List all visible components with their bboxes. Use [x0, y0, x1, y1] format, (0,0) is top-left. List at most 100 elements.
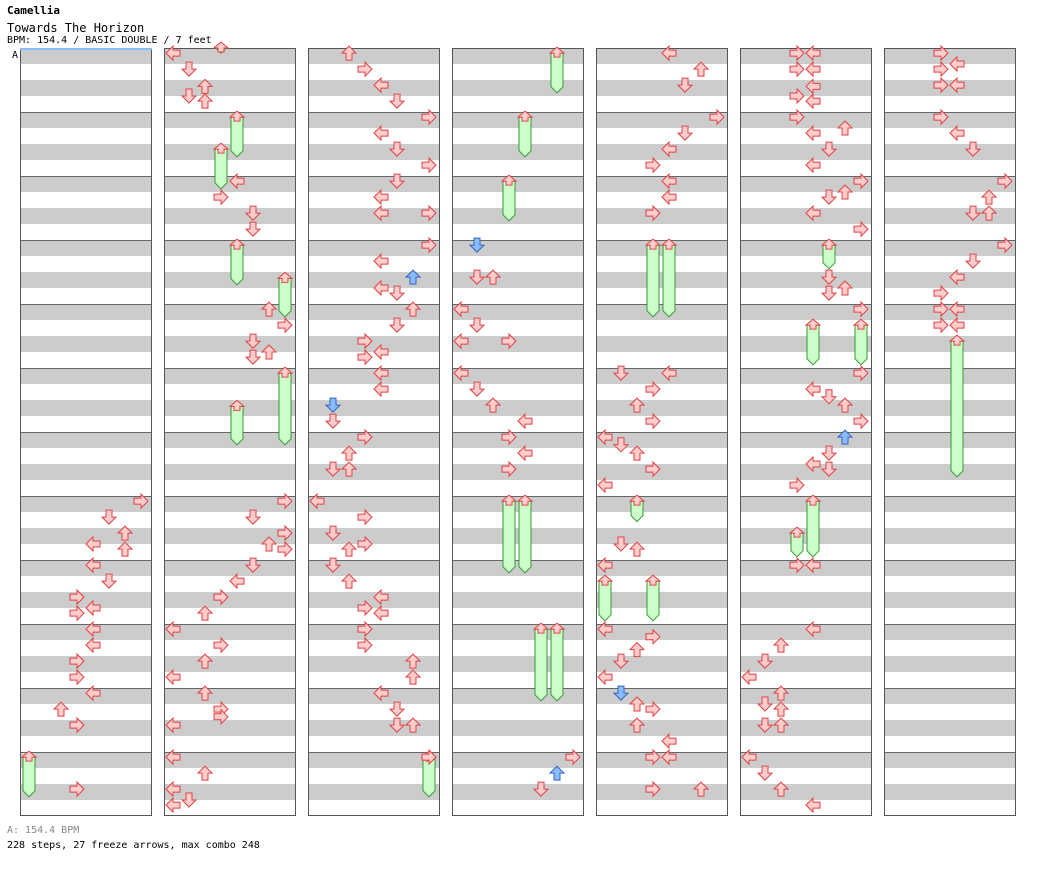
freeze-arrow — [806, 500, 820, 558]
song-title: Towards The Horizon — [7, 21, 145, 35]
down-step-arrow — [244, 221, 262, 237]
right-step-arrow — [789, 556, 805, 574]
beat-stripe — [884, 112, 1016, 128]
beat-stripe — [740, 240, 872, 256]
beat-stripe — [596, 48, 728, 64]
down-step-arrow — [324, 525, 342, 541]
column-border — [308, 48, 440, 816]
beat-stripe — [740, 688, 872, 704]
up-step-arrow — [772, 637, 790, 653]
right-step-arrow — [933, 284, 949, 302]
beat-stripe — [596, 80, 728, 96]
down-step-arrow — [964, 205, 982, 221]
beat-stripe — [740, 144, 872, 160]
beat-stripe — [308, 304, 440, 320]
chart-column — [740, 48, 872, 816]
beat-stripe — [740, 336, 872, 352]
chart-column — [884, 48, 1016, 816]
up-step-arrow — [836, 397, 854, 413]
right-step-arrow — [357, 348, 373, 366]
beat-stripe — [596, 784, 728, 800]
beat-stripe — [740, 496, 872, 512]
beat-stripe — [452, 656, 584, 672]
beat-stripe — [164, 272, 296, 288]
beat-stripe — [308, 272, 440, 288]
beat-stripe — [164, 304, 296, 320]
freeze-head — [548, 622, 566, 634]
right-step-arrow — [69, 588, 85, 606]
right-step-arrow — [853, 172, 869, 190]
freeze-arrow — [278, 372, 292, 446]
freeze-head — [500, 494, 518, 506]
down-step-arrow — [612, 365, 630, 381]
down-step-arrow — [324, 461, 342, 477]
beat-stripe — [164, 624, 296, 640]
freeze-head — [596, 574, 614, 586]
beat-stripe — [740, 400, 872, 416]
beat-stripe — [164, 784, 296, 800]
beat-stripe — [20, 112, 152, 128]
right-step-arrow — [501, 332, 517, 350]
section-marker: A — [12, 50, 18, 61]
freeze-arrow — [230, 405, 244, 446]
beat-stripe — [164, 656, 296, 672]
down-step-arrow — [244, 509, 262, 525]
beat-stripe — [452, 496, 584, 512]
left-step-arrow — [373, 76, 389, 94]
right-step-arrow — [357, 620, 373, 638]
left-step-arrow — [661, 44, 677, 62]
down-step-arrow — [820, 445, 838, 461]
down-step-arrow — [820, 269, 838, 285]
beat-stripe — [308, 432, 440, 448]
beat-stripe — [20, 560, 152, 576]
up-step-arrow — [628, 397, 646, 413]
freeze-arrow — [214, 148, 228, 190]
right-step-arrow — [69, 716, 85, 734]
beat-stripe — [452, 464, 584, 480]
beat-stripe — [884, 752, 1016, 768]
right-step-arrow — [645, 204, 661, 222]
freeze-arrow — [950, 340, 964, 478]
left-step-arrow — [805, 455, 821, 473]
left-step-arrow — [661, 364, 677, 382]
up-step-arrow — [340, 45, 358, 61]
down-step-arrow — [324, 413, 342, 429]
down-step-arrow — [244, 333, 262, 349]
freeze-head — [660, 238, 678, 250]
freeze-arrow — [598, 580, 612, 622]
freeze-head — [212, 41, 230, 53]
up-step-arrow — [116, 541, 134, 557]
down-step-arrow — [820, 285, 838, 301]
up-step-arrow — [196, 93, 214, 109]
step-summary: 228 steps, 27 freeze arrows, max combo 2… — [7, 840, 260, 851]
beat-stripe — [740, 176, 872, 192]
up-step-arrow — [260, 301, 278, 317]
beat-stripe — [164, 240, 296, 256]
beat-stripe — [164, 80, 296, 96]
beat-stripe — [740, 272, 872, 288]
beat-stripe — [164, 176, 296, 192]
beat-stripe — [308, 784, 440, 800]
left-step-arrow — [661, 140, 677, 158]
freeze-head — [228, 399, 246, 411]
beat-stripe — [740, 528, 872, 544]
chart-column — [164, 48, 296, 816]
down-step-arrow — [964, 253, 982, 269]
up-step-arrow — [340, 461, 358, 477]
beat-stripe — [20, 496, 152, 512]
freeze-arrow — [278, 277, 292, 318]
right-step-arrow — [277, 316, 293, 334]
left-step-arrow — [373, 343, 389, 361]
beat-stripe — [308, 560, 440, 576]
right-step-arrow — [853, 412, 869, 430]
freeze-arrow — [646, 244, 660, 318]
down-step-arrow — [100, 509, 118, 525]
left-step-arrow — [85, 684, 101, 702]
right-step-arrow — [933, 300, 949, 318]
freeze-arrow — [646, 580, 660, 622]
left-step-arrow — [165, 796, 181, 814]
beat-stripe — [884, 240, 1016, 256]
beat-stripe — [308, 720, 440, 736]
beat-stripe — [596, 656, 728, 672]
up-step-arrow — [692, 61, 710, 77]
